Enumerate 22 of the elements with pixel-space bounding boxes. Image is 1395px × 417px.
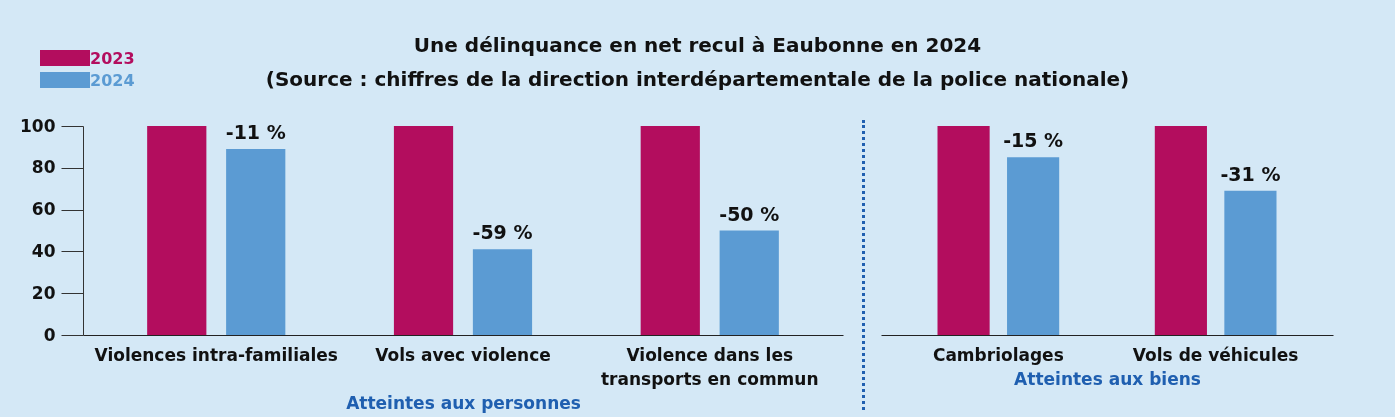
y-tick-label: 100: [20, 115, 56, 136]
annotation: -31 %: [1220, 162, 1281, 185]
x-axis-title: Atteintes aux personnes: [346, 392, 581, 413]
annotation: -15 %: [1003, 129, 1064, 152]
annotation: -59 %: [472, 221, 533, 244]
chart-title: Une délinquance en net recul à Eaubonne en 2024: [413, 33, 982, 57]
legend-label: 2024: [90, 70, 135, 90]
y-tick-label: 40: [31, 240, 56, 261]
y-tick-label: 20: [31, 282, 56, 303]
chart-subtitle: (Source : chiffres de la direction interdépartementale de la police nationale): [265, 67, 1130, 91]
x-tick-label: Vols de véhicules: [1132, 344, 1299, 365]
x-tick-label: Violence dans les transports en commun: [600, 344, 819, 389]
annotation: -11 %: [225, 120, 286, 143]
y-tick-label: 0: [43, 324, 56, 345]
x-axis-title: Atteintes aux biens: [1014, 368, 1201, 389]
x-tick-label: Vols avec violence: [375, 344, 551, 365]
legend-label: 2023: [90, 48, 135, 68]
y-tick-label: 60: [31, 199, 56, 220]
x-tick-label: Violences intra-familiales: [94, 344, 338, 365]
annotation: -50 %: [719, 202, 780, 225]
y-tick-label: 80: [31, 157, 56, 178]
x-tick-label: Cambriolages: [932, 344, 1064, 365]
